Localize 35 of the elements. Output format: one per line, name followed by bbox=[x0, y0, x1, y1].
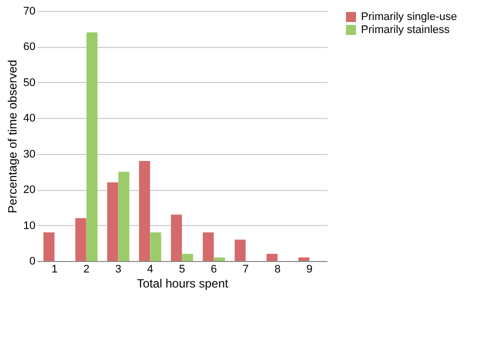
legend-label: Primarily single-use bbox=[361, 11, 457, 23]
bar bbox=[234, 240, 246, 261]
bar bbox=[170, 214, 182, 261]
x-tick-label: 9 bbox=[306, 264, 313, 276]
bar bbox=[139, 161, 150, 261]
x-tick-label: 4 bbox=[147, 264, 154, 276]
y-axis-title: Percentage of time observed bbox=[5, 60, 20, 214]
x-axis-title: Total hours spent bbox=[136, 276, 229, 290]
x-tick-label: 1 bbox=[51, 264, 58, 276]
x-tick-label: 8 bbox=[274, 264, 281, 276]
x-tick-label: 3 bbox=[115, 264, 122, 276]
x-tick-label: 5 bbox=[178, 264, 186, 276]
bar bbox=[298, 257, 310, 261]
y-tick-label: 50 bbox=[23, 76, 36, 89]
bar bbox=[43, 232, 54, 261]
y-tick-label: 70 bbox=[23, 6, 36, 18]
y-tick-label: 20 bbox=[23, 184, 36, 196]
x-tick-label: 6 bbox=[210, 264, 217, 276]
y-tick-label: 60 bbox=[23, 41, 36, 54]
bar bbox=[214, 257, 225, 261]
bar bbox=[150, 232, 162, 261]
x-tick-label: 7 bbox=[242, 264, 249, 276]
bar bbox=[75, 218, 86, 261]
bar bbox=[86, 32, 98, 261]
bar bbox=[118, 172, 130, 261]
bar bbox=[266, 254, 278, 261]
bar bbox=[182, 254, 194, 261]
y-tick-label: 10 bbox=[23, 220, 36, 232]
y-tick-label: 40 bbox=[23, 112, 36, 125]
x-tick-label: 2 bbox=[83, 264, 90, 276]
y-tick-label: 30 bbox=[23, 148, 36, 160]
y-tick-label: 0 bbox=[29, 256, 36, 268]
bar bbox=[107, 182, 118, 261]
bar bbox=[202, 232, 214, 261]
legend-label: Primarily stainless bbox=[361, 24, 450, 36]
